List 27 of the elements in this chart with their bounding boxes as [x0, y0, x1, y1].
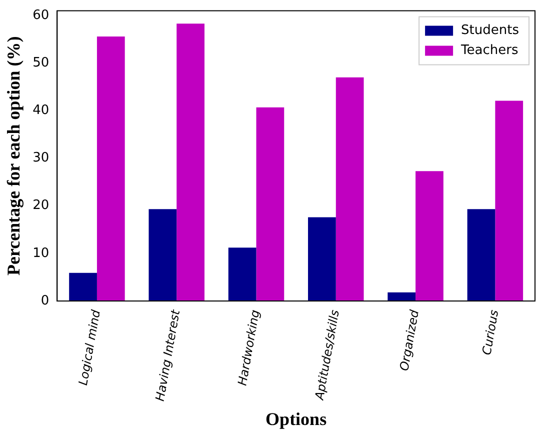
- bar: [467, 209, 496, 301]
- x-tick-label: Curious: [480, 308, 502, 356]
- legend-label: Teachers: [460, 43, 518, 58]
- bar: [336, 77, 364, 301]
- x-tick-label: Logical mind: [76, 308, 104, 386]
- y-axis-title: Percentage for each option (%): [3, 36, 24, 276]
- x-axis-title: Options: [266, 408, 327, 429]
- legend-label: Students: [461, 23, 520, 38]
- bar: [495, 100, 524, 301]
- y-tick-label: 30: [32, 150, 50, 166]
- bar: [69, 272, 97, 301]
- x-tick-label: Having Interest: [152, 308, 183, 402]
- bar: [308, 217, 336, 301]
- y-tick-label: 20: [32, 198, 50, 214]
- y-tick-label: 50: [32, 55, 50, 70]
- bar: [148, 209, 177, 301]
- bar: [416, 171, 444, 301]
- bar: [388, 292, 416, 301]
- y-tick-label: 60: [32, 8, 50, 23]
- bar: [228, 248, 256, 301]
- bar: [256, 107, 284, 301]
- bar: [96, 36, 125, 301]
- y-tick-label: 0: [40, 293, 50, 308]
- x-tick-label: Organized: [397, 308, 422, 372]
- y-tick-label: 10: [32, 246, 50, 261]
- bar: [176, 24, 204, 301]
- y-tick-label: 40: [32, 103, 50, 118]
